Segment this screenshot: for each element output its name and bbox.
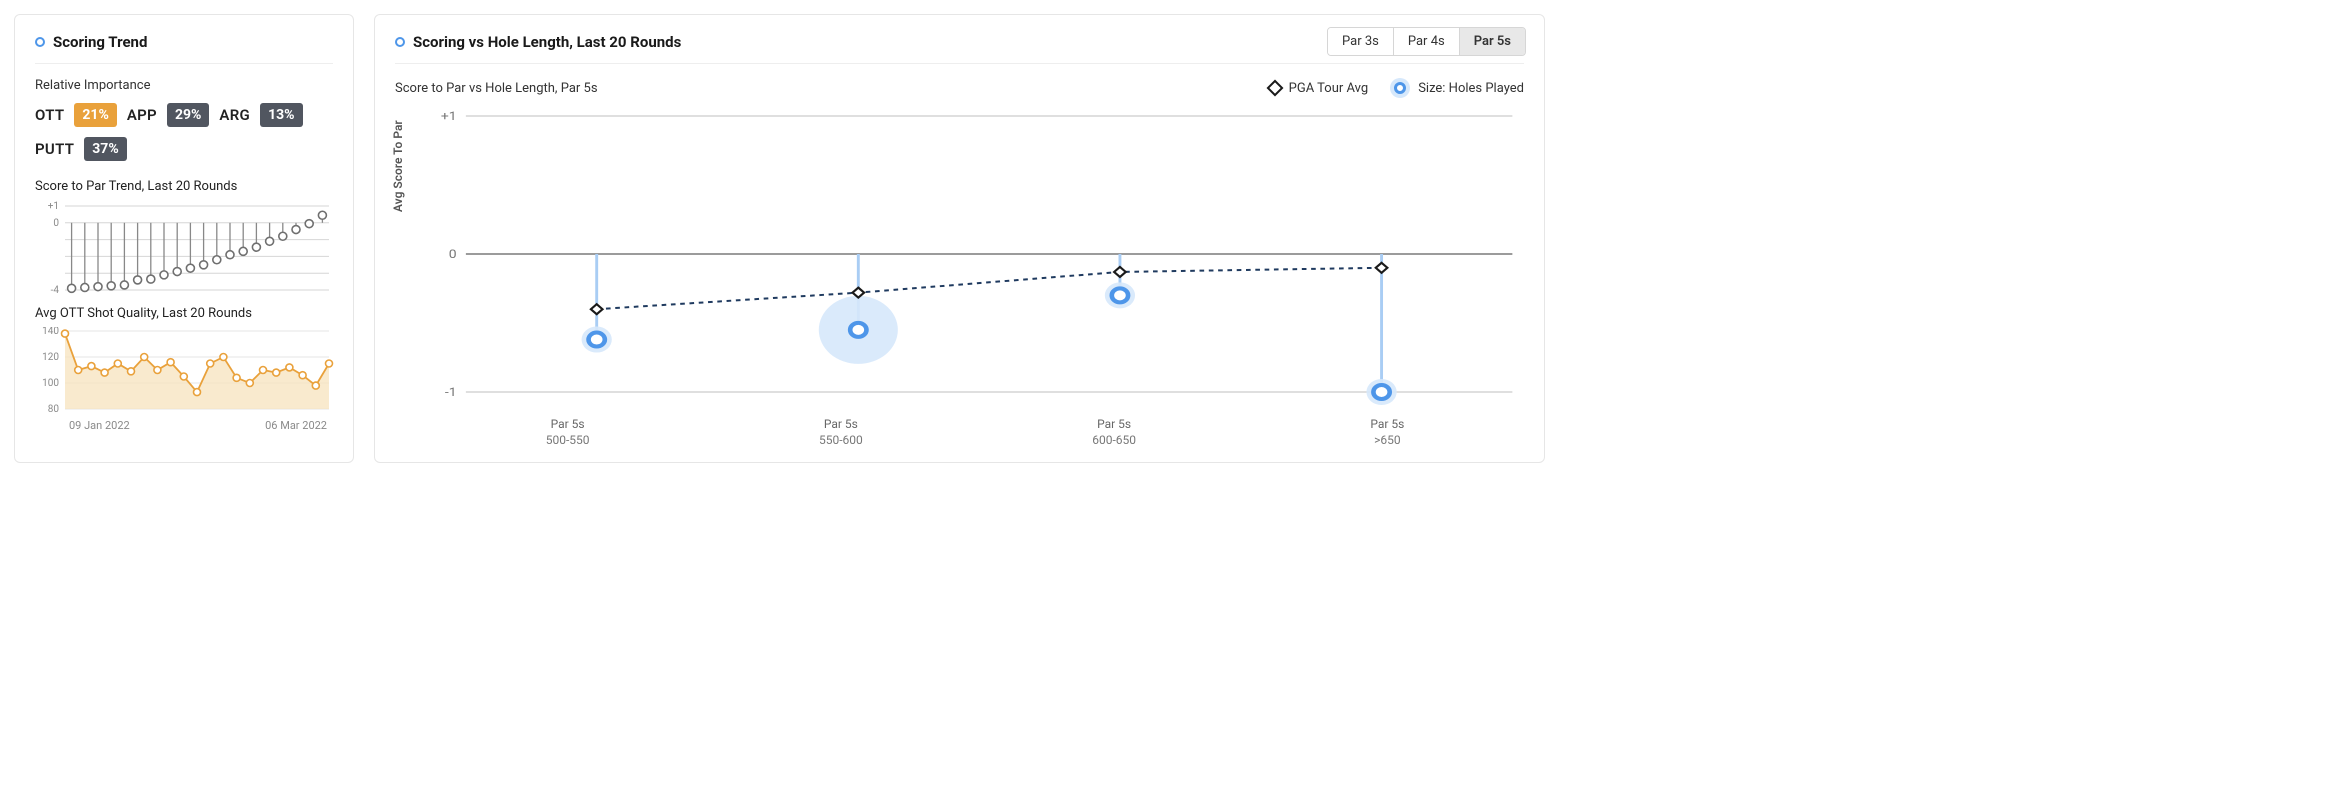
length-chart: Avg Score To Par -10+1 <box>395 106 1524 410</box>
scoring-trend-card: Scoring Trend Relative Importance OTT 21%… <box>14 14 354 463</box>
diamond-icon <box>1266 80 1283 97</box>
svg-text:140: 140 <box>42 327 59 337</box>
legend-row: Score to Par vs Hole Length, Par 5s PGA … <box>395 78 1524 98</box>
importance-label: APP <box>127 106 157 124</box>
par-tabs: Par 3sPar 4sPar 5s <box>1327 27 1526 56</box>
x-category: Par 5s500-550 <box>431 416 704 448</box>
svg-text:100: 100 <box>42 378 59 389</box>
bullet-icon <box>35 37 45 47</box>
scoring-vs-length-card: Par 3sPar 4sPar 5s Scoring vs Hole Lengt… <box>374 14 1545 463</box>
svg-text:-1: -1 <box>445 386 457 400</box>
importance-chip: 37% <box>84 137 126 161</box>
importance-label: PUTT <box>35 140 74 158</box>
tab-par-3s[interactable]: Par 3s <box>1328 28 1393 55</box>
svg-text:120: 120 <box>42 352 59 363</box>
ott-chart-title: Avg OTT Shot Quality, Last 20 Rounds <box>35 306 333 321</box>
card-title-row: Scoring Trend <box>35 33 333 64</box>
svg-text:0: 0 <box>449 248 457 262</box>
chart-subtitle: Score to Par vs Hole Length, Par 5s <box>395 81 598 96</box>
card-title: Scoring Trend <box>53 33 147 51</box>
tab-par-4s[interactable]: Par 4s <box>1393 28 1459 55</box>
importance-chip: 29% <box>167 103 209 127</box>
x-category-row: Par 5s500-550Par 5s550-600Par 5s600-650P… <box>395 416 1524 448</box>
importance-row: OTT 21% APP 29% ARG 13% PUTT 37% <box>35 103 333 161</box>
importance-label: ARG <box>219 106 250 124</box>
importance-label: OTT <box>35 106 64 124</box>
bullet-icon <box>395 37 405 47</box>
x-category: Par 5s>650 <box>1251 416 1524 448</box>
date-start: 09 Jan 2022 <box>69 419 130 432</box>
card-title: Scoring vs Hole Length, Last 20 Rounds <box>413 33 681 51</box>
legend-pga: PGA Tour Avg <box>1269 81 1369 96</box>
svg-text:80: 80 <box>48 404 60 413</box>
bubble-icon <box>1390 78 1410 98</box>
svg-text:+1: +1 <box>48 201 59 212</box>
importance-chip: 13% <box>260 103 302 127</box>
svg-text:-4: -4 <box>51 285 60 296</box>
trend-chart: -4 0 +1 <box>35 200 333 300</box>
importance-chip: 21% <box>74 103 116 127</box>
ott-chart: 80 100 120 140 <box>35 327 333 417</box>
legend-pga-label: PGA Tour Avg <box>1289 81 1369 96</box>
y-axis-title: Avg Score To Par <box>391 120 405 212</box>
tab-par-5s[interactable]: Par 5s <box>1459 28 1525 55</box>
legend-size-label: Size: Holes Played <box>1418 81 1524 96</box>
x-category: Par 5s550-600 <box>704 416 977 448</box>
date-axis: 09 Jan 2022 06 Mar 2022 <box>35 417 333 432</box>
x-category: Par 5s600-650 <box>978 416 1251 448</box>
trend-chart-title: Score to Par Trend, Last 20 Rounds <box>35 179 333 194</box>
svg-text:0: 0 <box>53 218 59 229</box>
date-end: 06 Mar 2022 <box>265 419 327 432</box>
svg-text:+1: +1 <box>441 110 457 124</box>
legend-size: Size: Holes Played <box>1390 78 1524 98</box>
importance-title: Relative Importance <box>35 78 333 93</box>
